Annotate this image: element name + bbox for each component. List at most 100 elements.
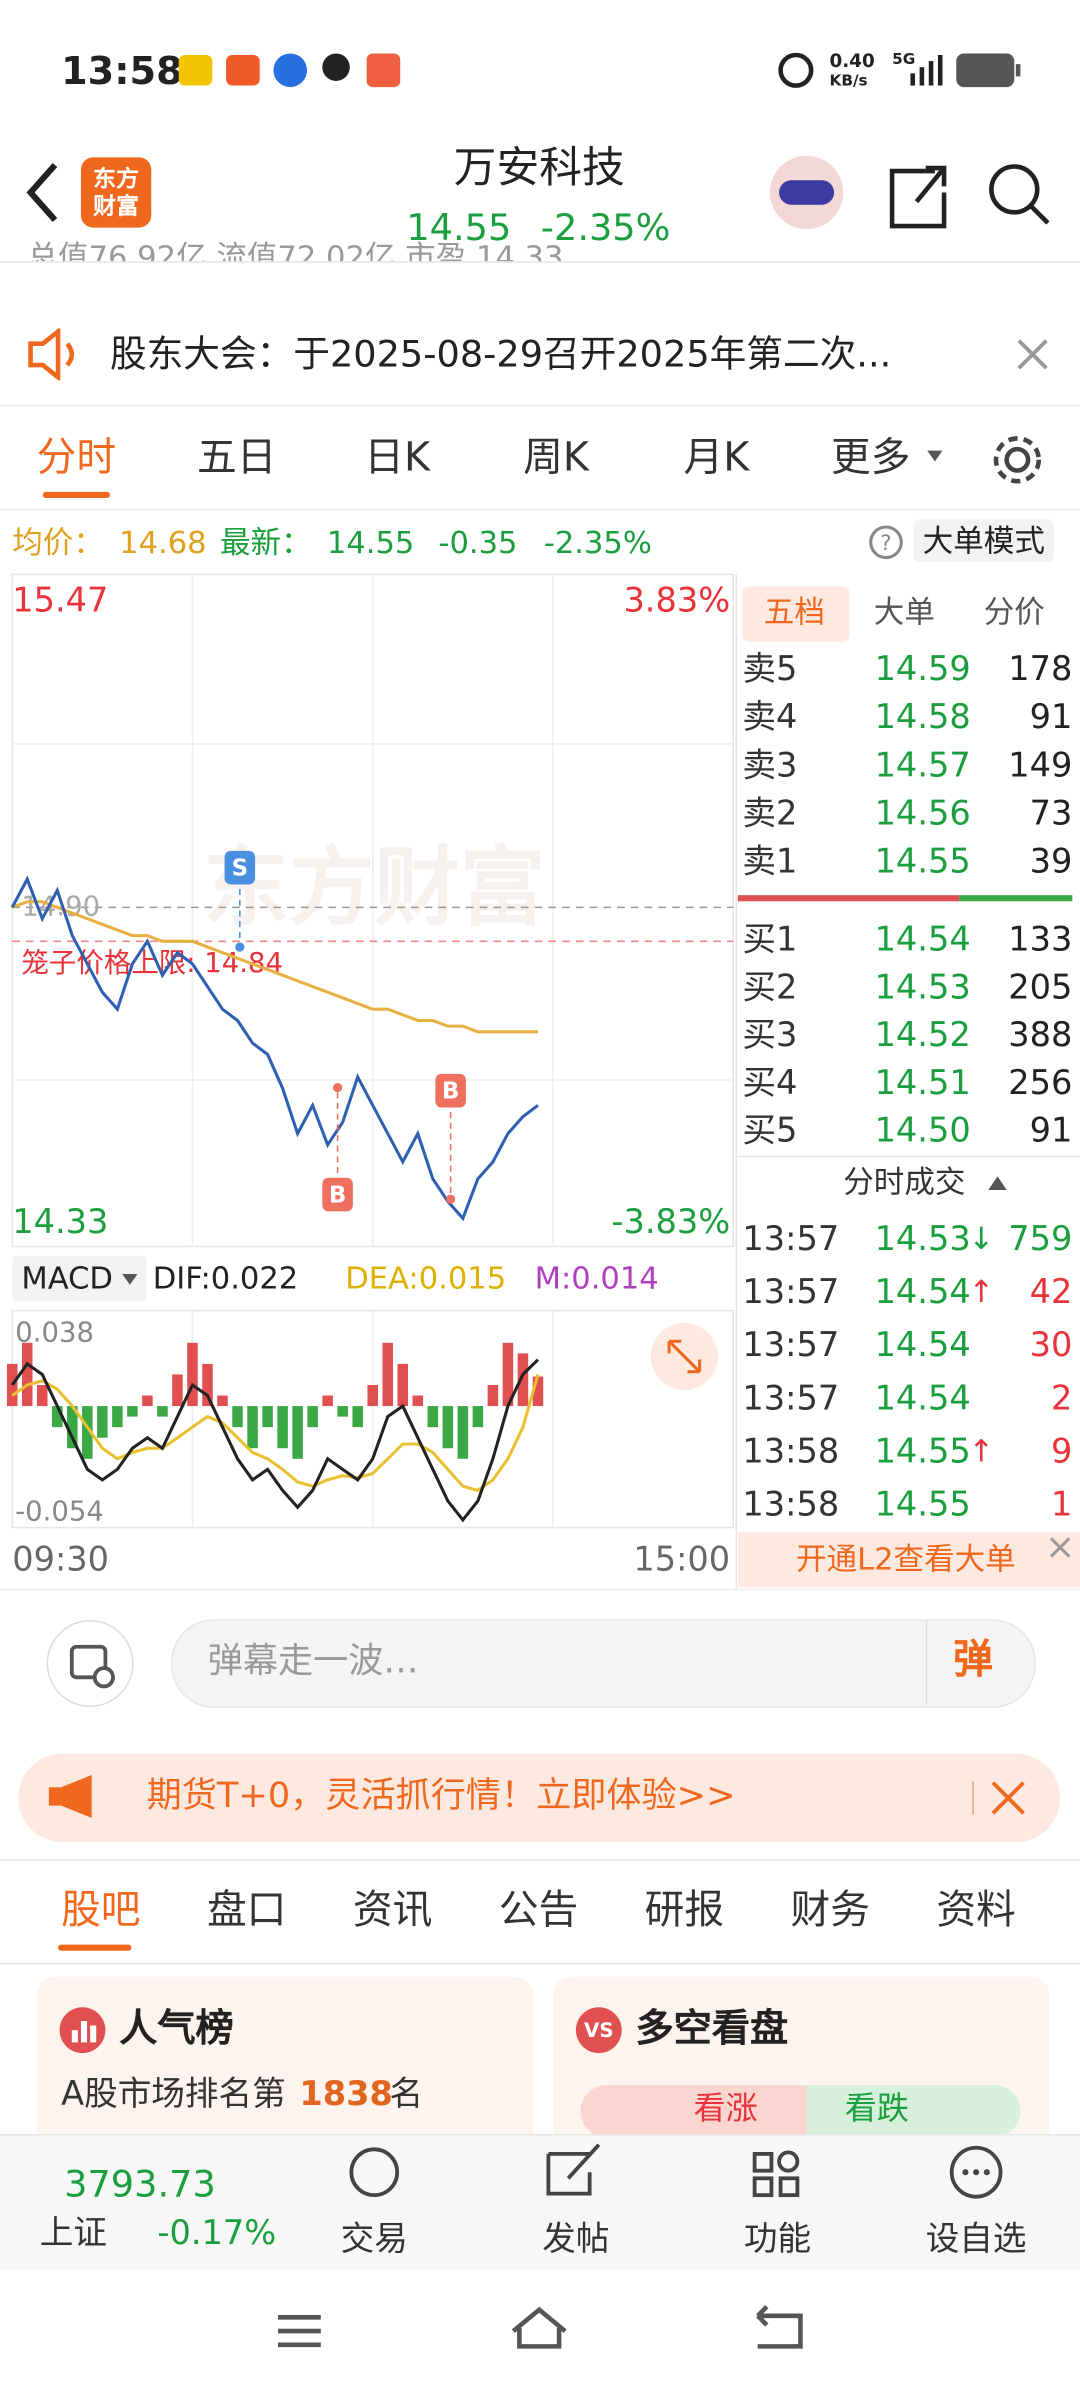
divider [0,1962,1080,1965]
macd-bar [277,1406,288,1449]
marker-dot [333,1083,343,1093]
trade-price: 14.54 [875,1325,971,1364]
book-price: 14.53 [875,967,971,1006]
index-value[interactable]: 3793.73 [64,2163,216,2206]
nav-icons [278,2143,1003,2349]
book-vol: 388 [1008,1015,1072,1054]
ad-text[interactable]: 期货T+0，灵活抓行情！立即体验>> [146,1776,736,1817]
book-label: 买4 [742,1063,797,1102]
logo[interactable]: 东方财富 [93,164,140,220]
bottom-nav [0,2134,1080,2270]
tab[interactable]: 分时 [36,435,117,482]
marker-box [435,1073,466,1108]
section-tab[interactable]: 研报 [644,1888,725,1934]
comment-input[interactable] [171,1619,1036,1708]
macd-bar [232,1406,243,1428]
divider [0,1588,1080,1591]
book-vol: 149 [1008,745,1072,784]
tab[interactable]: 五日 [197,435,277,482]
macd-bar [427,1406,439,1428]
macd-bar [21,1342,33,1407]
book-vol: 133 [1008,919,1072,958]
macd-bar [397,1363,409,1407]
book-price: 14.50 [875,1111,971,1150]
macd-bar [367,1384,378,1407]
book-vol: 73 [1030,793,1073,832]
macd-bar [382,1342,394,1407]
book-price: 14.59 [875,649,971,688]
trade-time: 13:57 [742,1378,839,1417]
danmaku-settings[interactable] [46,1619,135,1708]
tab[interactable]: 月K [683,435,750,482]
pct-bottom-label: -3.83% [611,1202,730,1241]
tab[interactable]: 日K [364,435,431,482]
dea-label: DEA:0.015 [345,1262,506,1297]
latest-change: -0.35 [438,523,518,561]
book-price: 14.55 [875,842,971,881]
avg-label: 均价： [12,523,104,561]
macd-bar [172,1374,183,1407]
price-line [10,875,539,1222]
macd-bar [82,1406,93,1459]
macd-label: MACD [21,1262,113,1297]
divider [0,508,1080,511]
popularity-card[interactable] [36,1976,534,2160]
latest-label: 最新： [219,523,312,561]
macd-bar [262,1406,273,1428]
comment-placeholder: 弹幕走一波… [207,1642,419,1682]
book-vol: 178 [1008,649,1072,688]
nav-label[interactable]: 功能 [743,2221,812,2260]
card-title: 人气榜 [119,2005,234,2051]
ask-bar [737,895,960,902]
danmaku-button[interactable]: 弹 [953,1637,993,1684]
marker-dot [235,942,245,952]
section-tab[interactable]: 财务 [790,1888,870,1934]
bid-bar [959,895,1073,902]
nav-label[interactable]: 交易 [340,2221,408,2260]
close-notice[interactable] [1014,336,1051,373]
book-price: 14.58 [875,697,971,736]
section-tab[interactable]: 盘口 [206,1888,287,1934]
down-button[interactable] [806,2085,1021,2138]
macd-bar [142,1395,153,1407]
rank-prefix: A股市场排名第 [61,2075,286,2115]
macd-bar [52,1406,63,1428]
ad-close[interactable] [972,1778,1033,1818]
section-tab[interactable]: 资讯 [352,1888,433,1934]
macd-bar [157,1406,168,1417]
pct-top-label: 3.83% [623,580,730,619]
trade-price: 14.54 [875,1378,971,1417]
section-tab[interactable]: 股吧 [61,1888,141,1934]
nav-label[interactable]: 设自选 [925,2221,1027,2260]
book-tab: 分价 [984,596,1045,631]
l2-banner [737,1532,1080,1588]
settings-icon[interactable] [990,432,1045,487]
marker-dot [446,1194,456,1204]
stats-strip: 总值76.92亿 流值72.02亿 市盈 14.33 [27,241,564,262]
book-price: 14.56 [875,793,971,832]
marker-label: B [329,1183,346,1209]
nav-label[interactable]: 发帖 [542,2221,610,2260]
section-tab[interactable]: 公告 [498,1888,579,1934]
mode-button[interactable]: 大单模式 [913,519,1055,563]
tab[interactable]: 更多 [830,435,911,482]
ad-banner[interactable] [18,1753,1061,1843]
book-label: 卖2 [742,793,797,832]
tab[interactable]: 周K [523,435,589,482]
trade-vol: 1 [1051,1485,1072,1524]
section-tab[interactable]: 资料 [936,1888,1016,1934]
trade-time: 13:58 [742,1485,839,1524]
book-label: 卖4 [742,697,797,736]
net-unit: KB/s [829,73,868,91]
notice-text[interactable]: 股东大会：于2025-08-29召开2025年第二次... [109,333,892,376]
book-price: 14.57 [875,745,971,784]
card-title: 多空看盘 [635,2005,789,2051]
help-icon[interactable]: ? [868,524,905,561]
book-label: 买1 [742,919,797,958]
trade-price: 14.53 [875,1219,971,1258]
up-button[interactable] [580,2085,807,2138]
avg-value: 14.68 [119,523,207,561]
macd-bar [442,1406,454,1449]
book-label: 买5 [742,1111,797,1150]
